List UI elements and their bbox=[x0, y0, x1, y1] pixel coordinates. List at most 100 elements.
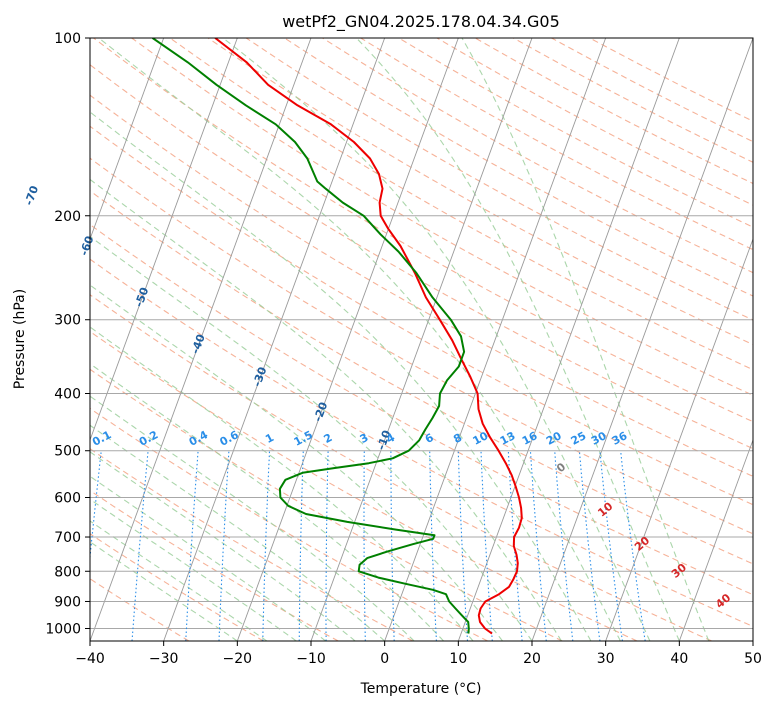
dry-adiabat bbox=[90, 294, 712, 641]
moist-adiabat bbox=[356, 38, 680, 641]
mixing-ratio-line bbox=[218, 450, 230, 641]
moist-adiabat bbox=[90, 451, 356, 641]
mixing-ratio-label: 30 bbox=[589, 429, 609, 448]
mixing-ratio-label: 3 bbox=[358, 431, 371, 446]
mixing-ratio-label: 10 bbox=[471, 429, 491, 448]
dry-adiabat bbox=[90, 533, 264, 641]
moist-adiabat bbox=[90, 520, 268, 641]
isotherm-line bbox=[678, 438, 753, 641]
isotherm-line bbox=[90, 38, 165, 241]
isotherm-label: -70 bbox=[22, 184, 41, 207]
mixing-ratio-line bbox=[131, 450, 149, 641]
y-tick-label: 1000 bbox=[45, 621, 81, 637]
isotherm-line bbox=[310, 38, 533, 641]
isotherm-line bbox=[752, 639, 753, 641]
isotherm-line bbox=[605, 237, 753, 641]
mixing-ratio-line bbox=[480, 450, 493, 641]
moist-adiabat bbox=[90, 475, 327, 641]
dry-adiabat bbox=[93, 38, 753, 423]
moist-adiabat bbox=[90, 363, 444, 641]
x-tick-label: −20 bbox=[223, 651, 253, 667]
x-tick-label: −10 bbox=[296, 651, 326, 667]
y-axis: 100 200 300 400 500 600 700 800 900 1000 bbox=[45, 31, 90, 637]
moist-adiabat bbox=[90, 424, 386, 641]
moist-adiabat-label: 10 bbox=[595, 499, 615, 519]
moist-adiabat bbox=[90, 178, 562, 641]
moist-adiabat-label: 30 bbox=[669, 561, 689, 581]
dry-adiabat bbox=[207, 38, 753, 346]
y-tick-label: 700 bbox=[54, 530, 81, 546]
mixing-ratio-line bbox=[599, 450, 623, 641]
isotherm-line bbox=[90, 38, 238, 442]
isotherm-line bbox=[531, 38, 753, 641]
x-axis-label: Temperature (°C) bbox=[360, 681, 482, 697]
curve-labels: -100-90-80-70-60-50-40-30-20-100.10.20.4… bbox=[22, 184, 733, 611]
moist-adiabat bbox=[222, 38, 651, 641]
y-tick-label: 300 bbox=[54, 313, 81, 329]
dry-adiabat bbox=[589, 38, 753, 122]
mixing-ratio-label: 1.5 bbox=[292, 428, 315, 449]
temperature-curve bbox=[214, 38, 523, 635]
dry-adiabat bbox=[90, 125, 753, 506]
isotherm-label: -20 bbox=[311, 400, 330, 423]
x-tick-label: 50 bbox=[744, 651, 762, 667]
x-tick-label: 20 bbox=[523, 651, 541, 667]
moist-adiabat bbox=[90, 235, 533, 641]
moist-adiabat bbox=[90, 395, 415, 641]
moist-adiabat bbox=[90, 284, 503, 641]
dry-adiabat bbox=[90, 223, 753, 596]
moist-adiabat bbox=[90, 326, 474, 641]
dry-adiabat bbox=[398, 38, 753, 228]
isotherm-label: -30 bbox=[250, 365, 269, 388]
dry-adiabat bbox=[245, 38, 753, 321]
mixing-ratio-label: 25 bbox=[569, 429, 589, 448]
y-tick-label: 900 bbox=[54, 594, 81, 610]
mixing-ratio-label: 1 bbox=[263, 431, 276, 446]
isotherm-line bbox=[457, 38, 680, 641]
mixing-ratio-line bbox=[390, 450, 395, 641]
mixing-ratio-label: 0.4 bbox=[187, 428, 211, 449]
mixing-ratio-label: 20 bbox=[544, 429, 564, 448]
moist-adiabat bbox=[90, 541, 238, 641]
plot-frame bbox=[89, 37, 754, 642]
mixing-ratio-label: 6 bbox=[423, 431, 436, 446]
y-tick-label: 100 bbox=[54, 31, 81, 47]
x-tick-label: 40 bbox=[670, 651, 688, 667]
mixing-ratio-line bbox=[363, 450, 366, 641]
profile-curves bbox=[152, 38, 523, 635]
y-tick-label: 600 bbox=[54, 490, 81, 506]
mixing-ratio-label: 13 bbox=[498, 429, 518, 448]
y-tick-label: 500 bbox=[54, 444, 81, 460]
mixing-ratio-label: 0.6 bbox=[218, 428, 242, 449]
x-tick-label: 0 bbox=[380, 651, 389, 667]
dry-adiabat bbox=[90, 407, 488, 641]
mixing-ratio-line bbox=[90, 450, 102, 563]
mixing-ratio-line bbox=[554, 450, 574, 641]
dewpoint-curve bbox=[152, 38, 470, 634]
moist-adiabat bbox=[90, 498, 297, 641]
moist-adiabat bbox=[461, 38, 710, 641]
isotherm-line bbox=[90, 38, 312, 641]
mixing-ratio-label: 36 bbox=[610, 429, 630, 448]
y-tick-label: 400 bbox=[54, 387, 81, 403]
x-tick-label: 30 bbox=[597, 651, 615, 667]
y-tick-label: 800 bbox=[54, 564, 81, 580]
mixing-ratio-label: 0.1 bbox=[90, 428, 113, 449]
isotherm-label: -50 bbox=[132, 285, 151, 308]
mixing-ratio-line bbox=[298, 450, 304, 641]
isotherm-label: -40 bbox=[189, 332, 208, 355]
mixing-ratio-line bbox=[325, 450, 329, 641]
dry-adiabat bbox=[90, 578, 190, 641]
y-tick-label: 200 bbox=[54, 209, 81, 225]
dry-adiabat bbox=[284, 38, 753, 297]
moist-adiabat bbox=[98, 38, 621, 641]
x-tick-label: −30 bbox=[149, 651, 179, 667]
y-axis-label: Pressure (hPa) bbox=[12, 289, 28, 389]
mixing-ratio-line bbox=[620, 450, 646, 641]
mixing-ratio-label: 2 bbox=[322, 431, 335, 446]
dry-adiabat bbox=[90, 258, 753, 628]
dry-adiabat bbox=[90, 64, 753, 450]
x-tick-label: 10 bbox=[449, 651, 467, 667]
moist-adiabat bbox=[90, 111, 592, 641]
